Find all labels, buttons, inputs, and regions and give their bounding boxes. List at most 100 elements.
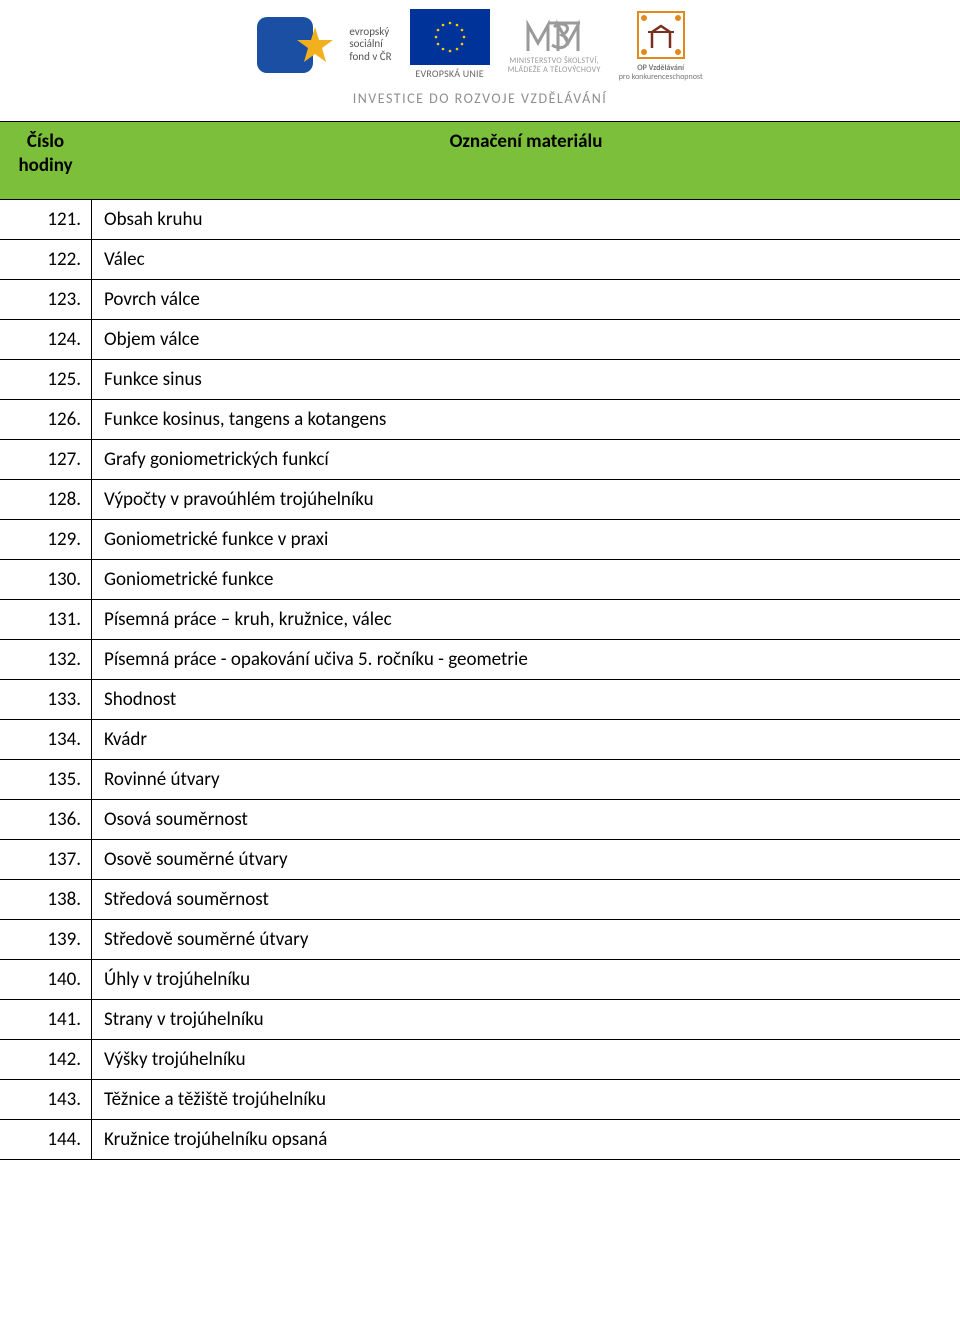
row-label: Funkce sinus <box>92 360 960 399</box>
row-label: Výpočty v pravoúhlém trojúhelníku <box>92 480 960 519</box>
table-row: 128.Výpočty v pravoúhlém trojúhelníku <box>0 479 960 519</box>
esf-line1: evropský <box>349 25 389 38</box>
row-number: 142. <box>0 1040 92 1079</box>
msmt-logo-block: MINISTERSTVO ŠKOLSTVÍ, MLÁDEŽE A TĚLOVÝC… <box>508 15 601 75</box>
row-number: 127. <box>0 440 92 479</box>
opvk-logo-icon <box>634 8 688 62</box>
row-number: 129. <box>0 520 92 559</box>
row-number: 122. <box>0 240 92 279</box>
table-row: 122.Válec <box>0 239 960 279</box>
table-row: 144.Kružnice trojúhelníku opsaná <box>0 1119 960 1159</box>
row-label: Středová souměrnost <box>92 880 960 919</box>
esf-logo-block: evropský sociální fond v ČR <box>257 13 391 77</box>
opvk-logo-block: OP Vzdělávání pro konkurenceschopnost <box>619 8 703 82</box>
row-number: 139. <box>0 920 92 959</box>
table-row: 135.Rovinné útvary <box>0 759 960 799</box>
row-label: Středově souměrné útvary <box>92 920 960 959</box>
row-number: 140. <box>0 960 92 999</box>
eu-flag-icon <box>410 9 490 65</box>
msmt-text: MINISTERSTVO ŠKOLSTVÍ, MLÁDEŽE A TĚLOVÝC… <box>508 57 601 75</box>
table-row: 140.Úhly v trojúhelníku <box>0 959 960 999</box>
table-row: 127.Grafy goniometrických funkcí <box>0 439 960 479</box>
table-row: 121.Obsah kruhu <box>0 200 960 239</box>
logo-banner: evropský sociální fond v ČR <box>0 0 960 86</box>
row-label: Funkce kosinus, tangens a kotangens <box>92 400 960 439</box>
opvk-line2: pro konkurenceschopnost <box>619 72 703 82</box>
row-label: Osově souměrné útvary <box>92 840 960 879</box>
row-label: Strany v trojúhelníku <box>92 1000 960 1039</box>
row-number: 132. <box>0 640 92 679</box>
table-row: 124.Objem válce <box>0 319 960 359</box>
row-label: Písemná práce - opakování učiva 5. roční… <box>92 640 960 679</box>
table-row: 129.Goniometrické funkce v praxi <box>0 519 960 559</box>
row-number: 124. <box>0 320 92 359</box>
row-label: Grafy goniometrických funkcí <box>92 440 960 479</box>
row-label: Kružnice trojúhelníku opsaná <box>92 1120 960 1159</box>
logo-row: evropský sociální fond v ČR <box>257 8 702 82</box>
row-label: Shodnost <box>92 680 960 719</box>
row-number: 123. <box>0 280 92 319</box>
row-label: Obsah kruhu <box>92 200 960 239</box>
row-number: 121. <box>0 200 92 239</box>
eu-flag-block: EVROPSKÁ UNIE <box>410 9 490 80</box>
eu-label: EVROPSKÁ UNIE <box>415 67 483 80</box>
row-number: 134. <box>0 720 92 759</box>
esf-line2: sociální <box>349 37 382 50</box>
row-number: 126. <box>0 400 92 439</box>
row-number: 138. <box>0 880 92 919</box>
opvk-text: OP Vzdělávání pro konkurenceschopnost <box>619 64 703 82</box>
esf-text: evropský sociální fond v ČR <box>349 26 391 64</box>
table-row: 126.Funkce kosinus, tangens a kotangens <box>0 399 960 439</box>
row-label: Povrch válce <box>92 280 960 319</box>
table-row: 137.Osově souměrné útvary <box>0 839 960 879</box>
table-row: 139.Středově souměrné útvary <box>0 919 960 959</box>
table-row: 143.Těžnice a těžiště trojúhelníku <box>0 1079 960 1119</box>
esf-line3: fond v ČR <box>349 50 391 63</box>
row-number: 143. <box>0 1080 92 1119</box>
row-number: 133. <box>0 680 92 719</box>
row-label: Objem válce <box>92 320 960 359</box>
row-label: Výšky trojúhelníku <box>92 1040 960 1079</box>
msmt-line2: MLÁDEŽE A TĚLOVÝCHOVY <box>508 65 601 75</box>
table-row: 141.Strany v trojúhelníku <box>0 999 960 1039</box>
row-number: 144. <box>0 1120 92 1159</box>
row-number: 128. <box>0 480 92 519</box>
header-left-line2: hodiny <box>18 154 72 177</box>
row-number: 136. <box>0 800 92 839</box>
header-cislo-hodiny: Číslo hodiny <box>0 122 92 199</box>
row-number: 141. <box>0 1000 92 1039</box>
row-label: Kvádr <box>92 720 960 759</box>
table-row: 142.Výšky trojúhelníku <box>0 1039 960 1079</box>
header-right-text: Označení materiálu <box>450 130 603 153</box>
row-label: Osová souměrnost <box>92 800 960 839</box>
row-label: Goniometrické funkce v praxi <box>92 520 960 559</box>
row-label: Těžnice a těžiště trojúhelníku <box>92 1080 960 1119</box>
row-label: Písemná práce – kruh, kružnice, válec <box>92 600 960 639</box>
row-number: 130. <box>0 560 92 599</box>
row-number: 135. <box>0 760 92 799</box>
table-row: 130.Goniometrické funkce <box>0 559 960 599</box>
msmt-logo-icon <box>524 15 584 55</box>
row-label: Goniometrické funkce <box>92 560 960 599</box>
header-left-line1: Číslo <box>27 130 64 153</box>
row-number: 125. <box>0 360 92 399</box>
row-label: Úhly v trojúhelníku <box>92 960 960 999</box>
header-oznaceni-materialu: Označení materiálu <box>92 122 960 199</box>
table-header-row: Číslo hodiny Označení materiálu <box>0 121 960 200</box>
page: evropský sociální fond v ČR <box>0 0 960 1160</box>
table-row: 125.Funkce sinus <box>0 359 960 399</box>
table-row: 136.Osová souměrnost <box>0 799 960 839</box>
table-row: 123.Povrch válce <box>0 279 960 319</box>
tagline: INVESTICE DO ROZVOJE VZDĚLÁVÁNÍ <box>0 90 960 107</box>
row-label: Rovinné útvary <box>92 760 960 799</box>
esf-logo-icon <box>257 13 341 77</box>
row-number: 137. <box>0 840 92 879</box>
table-row: 132.Písemná práce - opakování učiva 5. r… <box>0 639 960 679</box>
row-label: Válec <box>92 240 960 279</box>
table-row: 138.Středová souměrnost <box>0 879 960 919</box>
materials-table: Číslo hodiny Označení materiálu 121.Obsa… <box>0 121 960 1160</box>
table-body: 121.Obsah kruhu122.Válec123.Povrch válce… <box>0 200 960 1159</box>
table-row: 134.Kvádr <box>0 719 960 759</box>
table-row: 131.Písemná práce – kruh, kružnice, vále… <box>0 599 960 639</box>
row-number: 131. <box>0 600 92 639</box>
